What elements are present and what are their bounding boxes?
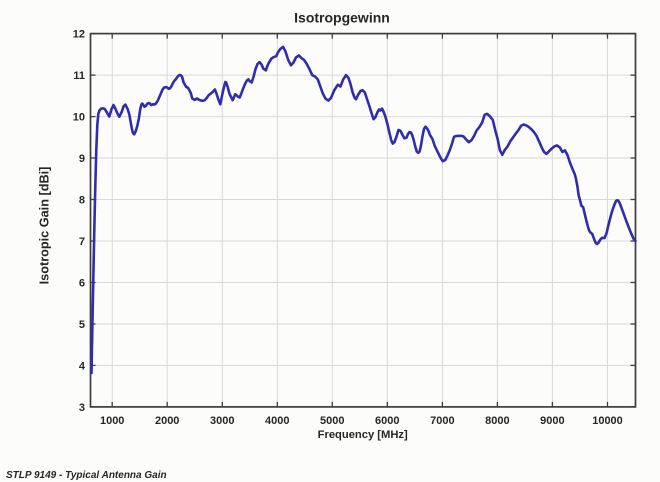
svg-text:11: 11 [73,70,85,82]
svg-text:8000: 8000 [485,415,509,427]
svg-text:9: 9 [79,153,85,165]
svg-text:4: 4 [79,360,86,372]
svg-text:10: 10 [73,112,85,124]
svg-text:10000: 10000 [592,415,623,427]
svg-text:7000: 7000 [430,415,454,427]
svg-text:6000: 6000 [375,415,399,427]
svg-text:1000: 1000 [100,415,124,427]
svg-text:8: 8 [79,195,85,207]
svg-text:4000: 4000 [265,415,289,427]
svg-text:Isotropic Gain [dBi]: Isotropic Gain [dBi] [38,167,52,285]
svg-text:3: 3 [79,402,85,414]
svg-text:3000: 3000 [210,415,234,427]
svg-text:5: 5 [79,319,85,331]
svg-text:Frequency [MHz]: Frequency [MHz] [318,429,408,441]
svg-text:5000: 5000 [320,415,344,427]
svg-text:Isotropgewinn: Isotropgewinn [294,10,390,26]
svg-text:6: 6 [79,278,85,290]
svg-text:7: 7 [79,236,85,248]
svg-text:STLP 9149 - Typical Antenna Ga: STLP 9149 - Typical Antenna Gain [6,470,167,481]
svg-text:9000: 9000 [540,415,564,427]
svg-text:12: 12 [73,29,85,41]
svg-text:2000: 2000 [155,415,179,427]
